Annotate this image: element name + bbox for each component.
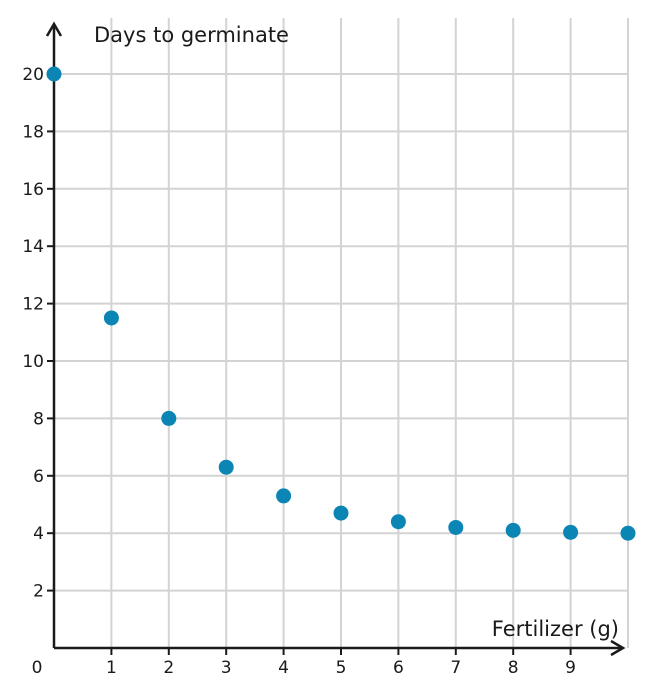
y-tick-label-4: 4 <box>33 524 44 544</box>
data-point-0-9 <box>563 524 579 540</box>
grid-lines <box>54 18 629 648</box>
x-tick-label-2: 2 <box>163 658 174 678</box>
origin-label: 0 <box>32 658 43 678</box>
y-tick-label-12: 12 <box>22 295 44 315</box>
y-tick-label-10: 10 <box>22 352 44 372</box>
x-tick-label-7: 7 <box>450 658 461 678</box>
data-point-0-7 <box>448 519 464 535</box>
data-point-0-3 <box>218 459 234 475</box>
y-tick-label-18: 18 <box>22 122 44 142</box>
y-tick-label-16: 16 <box>22 180 44 200</box>
x-axis-label: Fertilizer (g) <box>492 617 619 641</box>
data-point-0-4 <box>276 488 292 504</box>
y-tick-label-6: 6 <box>33 467 44 487</box>
x-axis-arrow <box>610 639 626 657</box>
y-tick-label-14: 14 <box>22 237 44 257</box>
x-tick-label-8: 8 <box>508 658 519 678</box>
data-points <box>46 66 636 541</box>
x-tick-label-5: 5 <box>336 658 347 678</box>
y-axis-arrow <box>45 21 63 37</box>
data-point-0-10 <box>620 525 636 541</box>
y-tick-label-2: 2 <box>33 582 44 602</box>
x-tick-label-9: 9 <box>565 658 576 678</box>
ticks <box>47 73 572 655</box>
x-tick-label-6: 6 <box>393 658 404 678</box>
data-point-0-0 <box>46 66 62 82</box>
data-point-0-1 <box>103 310 119 326</box>
y-axis-label: Days to germinate <box>94 23 289 47</box>
x-tick-label-4: 4 <box>278 658 289 678</box>
y-tick-label-8: 8 <box>33 409 44 429</box>
data-point-0-6 <box>390 514 406 530</box>
data-point-0-2 <box>161 410 177 426</box>
axes <box>45 21 626 657</box>
data-point-0-8 <box>505 522 521 538</box>
x-tick-label-1: 1 <box>106 658 117 678</box>
y-tick-label-20: 20 <box>22 65 44 85</box>
data-point-0-5 <box>333 505 349 521</box>
x-tick-label-3: 3 <box>221 658 232 678</box>
